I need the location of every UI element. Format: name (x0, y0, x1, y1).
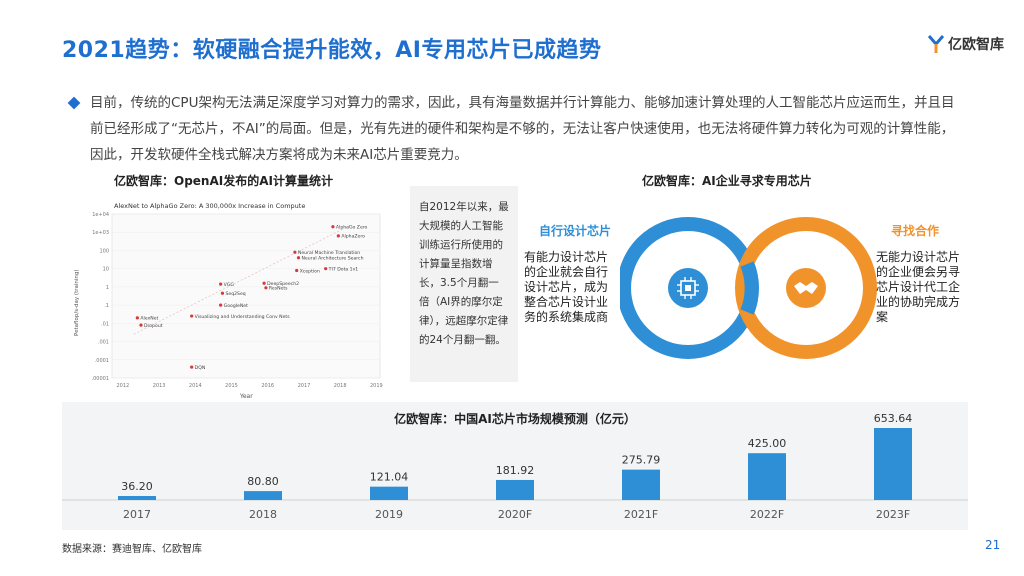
market-chart-title: 亿欧智库：中国AI芯片市场规模预测（亿元） (394, 412, 636, 426)
mini-point (324, 267, 328, 271)
mini-chart-ylabel: Petaflop/s-day (training) (74, 269, 80, 336)
mini-xtick: 2019 (370, 383, 383, 389)
openai-compute-chart: AlexNet to AlphaGo Zero: A 300,000x Incr… (74, 202, 383, 400)
mini-xtick: 2018 (334, 383, 347, 389)
mini-point (220, 291, 225, 295)
bar-2022F (748, 453, 786, 500)
mini-ytick: .00001 (92, 376, 110, 382)
mini-point (336, 234, 340, 238)
mini-point-label: AlphaGo Zero (336, 225, 368, 231)
mini-xtick: 2012 (116, 383, 129, 389)
self-design-title: 自行设计芯片 (538, 224, 611, 238)
market-size-bar-chart: 36.20 2017 80.80 2018 121.04 2019 181.92 2020F 2… (62, 412, 968, 521)
mini-ytick: 100 (99, 248, 109, 254)
cooperation-text: 无能力设计芯片的企业便会另寻芯片设计代工企业的协助完成方案 (876, 250, 961, 324)
mini-ytick: .001 (98, 340, 109, 346)
bar-value-label: 121.04 (370, 471, 409, 484)
handshake-icon (794, 282, 818, 294)
bar-category-label: 2022F (750, 508, 784, 521)
mini-point-label: Visualizing and Understanding Conv Nets (195, 314, 291, 320)
mini-point (139, 323, 143, 327)
ring-overlap (740, 261, 759, 315)
mini-point-label: Dropout (144, 323, 163, 329)
mini-xtick: 2016 (261, 383, 274, 389)
mini-xtick: 2015 (225, 383, 238, 389)
bar-2020F (496, 479, 534, 500)
bar-value-label: 653.64 (874, 412, 913, 425)
bar-value-label: 36.20 (121, 480, 153, 493)
bullet-diamond-icon (67, 96, 81, 110)
bar-category-label: 2020F (498, 508, 532, 521)
mini-point (295, 268, 299, 273)
brand-logo: 亿欧智库 (928, 34, 1004, 54)
mini-ytick: 1e+04 (92, 212, 109, 218)
mini-point (219, 303, 223, 307)
mini-point (331, 225, 335, 229)
mini-point-label: VGG (224, 282, 235, 288)
mini-point (190, 314, 194, 318)
bar-value-label: 275.79 (622, 454, 661, 467)
mini-point-label: Neural Machine Translation (298, 250, 360, 256)
intro-paragraph: 目前，传统的CPU架构无法满足深度学习对算力的需求，因此，具有海量数据并行计算能… (90, 95, 955, 163)
bar-2019 (370, 486, 408, 500)
bar-2017 (118, 496, 156, 500)
mini-point-label: Xception (300, 268, 320, 274)
mini-chart-title: AlexNet to AlphaGo Zero: A 300,000x Incr… (114, 202, 305, 210)
bar-value-label: 80.80 (247, 475, 279, 488)
bar-value-label: 181.92 (496, 464, 535, 477)
mini-trend-line (133, 224, 352, 335)
mini-point (190, 365, 194, 369)
openai-compute-heading: 亿欧智库：OpenAI发布的AI计算量统计 (114, 174, 333, 188)
mini-chart-xlabel: Year (239, 393, 253, 400)
mini-point (262, 281, 266, 285)
mini-point-label: Seq2Seq (225, 291, 245, 297)
mini-point (219, 282, 223, 286)
mini-ytick: 1e+03 (92, 230, 109, 236)
mini-point-label: GoogleNet (224, 303, 248, 309)
mini-point-label: DeepSpeech2 (267, 281, 299, 287)
bar-2023F (874, 428, 912, 500)
mini-ytick: 1 (106, 285, 109, 291)
mini-ytick: .01 (101, 321, 109, 327)
bar-value-label: 425.00 (748, 437, 787, 450)
bar-category-label: 2021F (624, 508, 658, 521)
mini-ytick: 10 (103, 267, 109, 273)
bar-category-label: 2017 (123, 508, 151, 521)
page-title: 2021趋势：软硬融合提升能效，AI专用芯片已成趋势 (62, 38, 602, 63)
mini-point (293, 250, 297, 254)
bar-2018 (244, 491, 282, 500)
bar-2021F (622, 469, 660, 500)
right-ring (735, 217, 877, 359)
self-design-text: 有能力设计芯片的企业就会自行设计芯片，成为整合芯片设计业务的系统集成商 (523, 250, 608, 324)
bar-category-label: 2018 (249, 508, 277, 521)
mini-point-label: AlphaZero (341, 234, 365, 240)
compute-note-box: 自2012年以来，最大规模的人工智能训练运行所使用的计算量呈指数增长，3.5个月… (410, 186, 518, 382)
mini-point-label: Neural Architecture Search (302, 256, 364, 262)
ai-chip-heading: 亿欧智库：AI企业寻求专用芯片 (642, 174, 812, 188)
mini-point-label: TI7 Dota 1v1 (328, 266, 359, 272)
chip-strategy-diagram: 自行设计芯片 有能力设计芯片的企业就会自行设计芯片，成为整合芯片设计业务的系统集… (524, 214, 980, 362)
mini-point (135, 316, 139, 320)
mini-xtick: 2014 (189, 383, 202, 389)
market-size-chart-panel: 亿欧智库：中国AI芯片市场规模预测（亿元） 36.20 2017 80.80 2018… (62, 402, 968, 530)
mini-point-label: AlexNet (140, 316, 158, 322)
mini-plot-area (111, 213, 381, 379)
cooperation-title: 寻找合作 (890, 224, 939, 238)
chip-icon (677, 277, 699, 299)
logo-text: 亿欧智库 (948, 37, 1004, 53)
bar-category-label: 2019 (375, 508, 403, 521)
data-source: 数据来源：赛迪智库、亿欧智库 (62, 544, 202, 555)
mini-ytick: .0001 (95, 358, 109, 364)
mini-point (264, 286, 268, 290)
page-number: 21 (985, 538, 1001, 552)
mini-xtick: 2013 (153, 383, 166, 389)
mini-point (296, 256, 301, 260)
mini-ytick: .1 (104, 303, 109, 309)
logo-icon (928, 35, 944, 53)
mini-point-label: ResNets (269, 286, 288, 292)
mini-point-label: DQN (195, 365, 206, 371)
mini-xtick: 2017 (298, 383, 311, 389)
bar-category-label: 2023F (876, 508, 910, 521)
